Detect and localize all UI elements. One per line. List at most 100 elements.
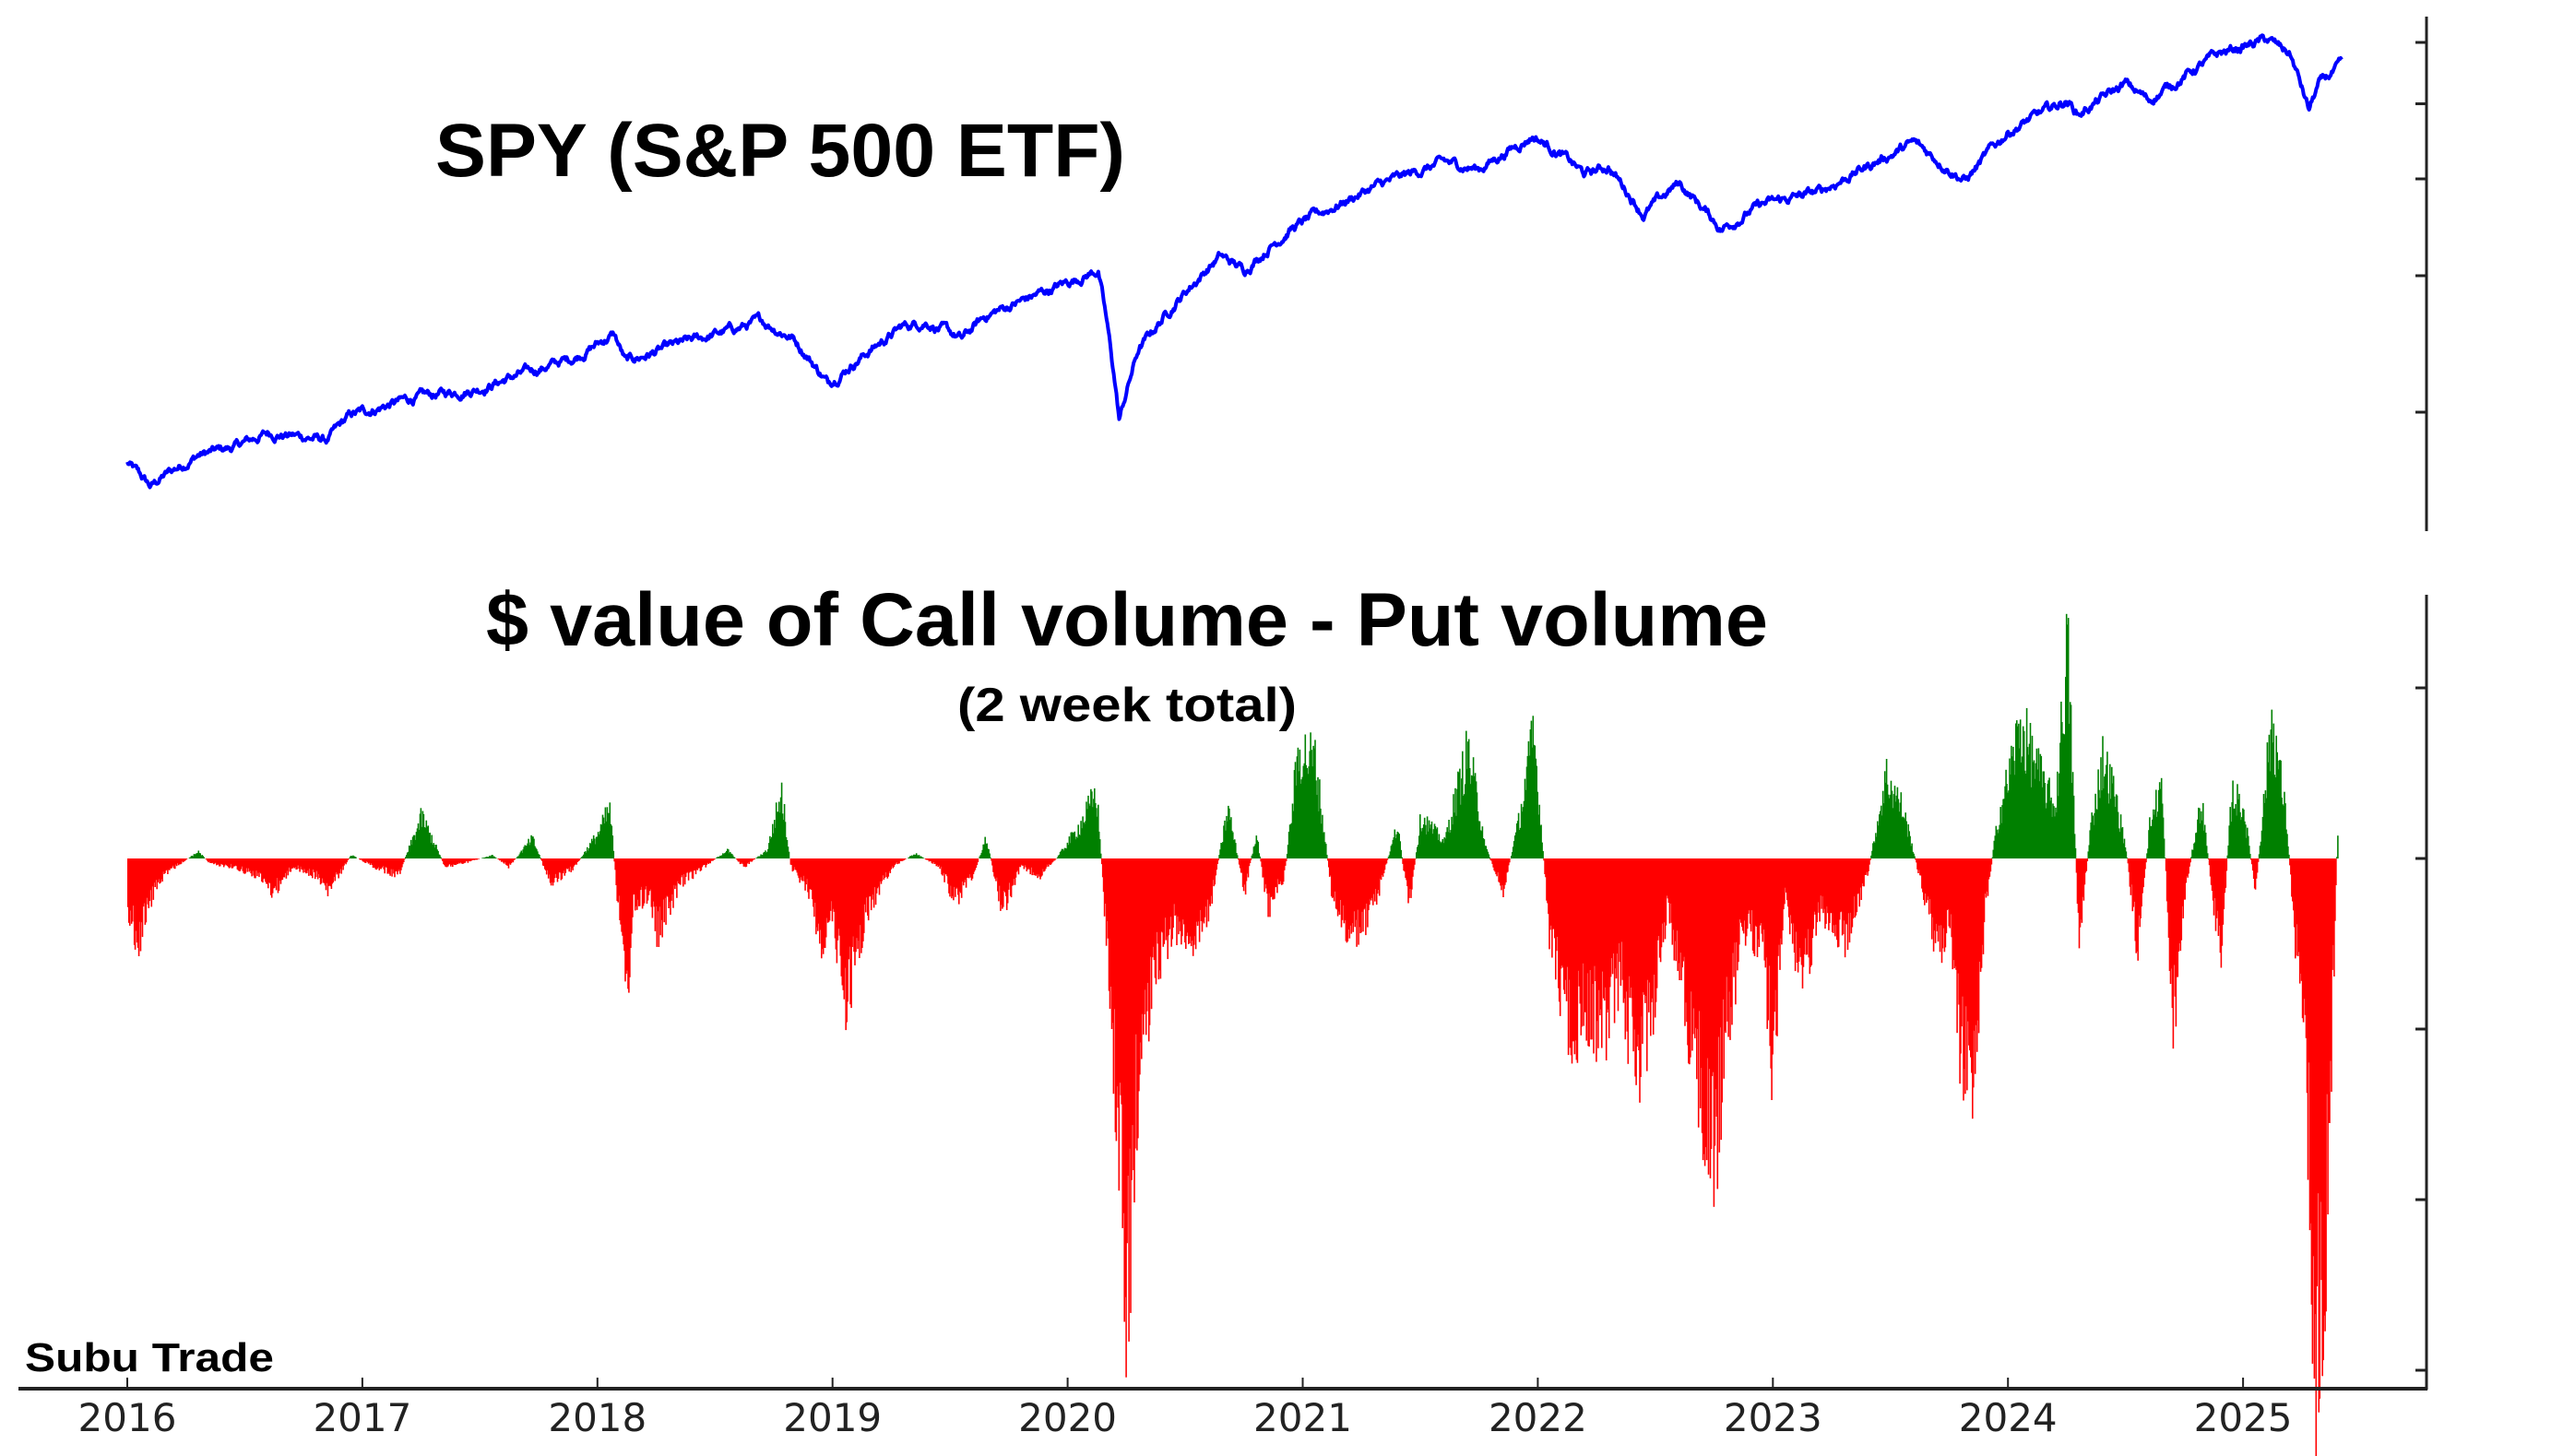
call-put-bar <box>516 856 519 858</box>
x-tick-label: 2016 <box>78 1395 177 1440</box>
call-put-bar <box>773 833 775 858</box>
call-put-bar <box>1703 858 1705 1154</box>
call-put-bar <box>581 857 583 858</box>
call-put-bar <box>981 849 984 858</box>
call-put-bar <box>1532 716 1535 858</box>
call-put-bar <box>2267 762 2270 858</box>
call-put-bar <box>1922 858 1924 893</box>
call-put-bar <box>789 858 792 865</box>
call-put-bar <box>1716 858 1719 1190</box>
call-put-bar <box>1538 804 1540 858</box>
call-put-bar <box>960 858 963 898</box>
call-put-bar <box>252 858 254 871</box>
call-put-bar <box>215 858 217 863</box>
call-put-bar <box>236 858 239 870</box>
call-put-bar <box>998 858 1000 902</box>
call-put-bar <box>944 858 946 874</box>
call-put-bar <box>2013 761 2015 858</box>
call-put-bar <box>1486 849 1489 858</box>
call-put-bar <box>1578 858 1581 987</box>
call-put-bar <box>1981 858 1984 945</box>
call-put-bar <box>1019 858 1022 868</box>
call-put-bar <box>1284 858 1287 866</box>
call-put-bar <box>1914 856 1916 858</box>
call-put-bar <box>1777 858 1779 956</box>
call-put-bar <box>196 853 199 858</box>
call-put-bar <box>1594 858 1596 966</box>
call-put-bar <box>529 842 531 858</box>
call-put-bar <box>1533 744 1536 858</box>
call-put-bar <box>610 823 612 858</box>
call-put-bar <box>2177 858 2180 952</box>
call-put-bar <box>526 846 528 858</box>
call-put-bar <box>208 858 209 863</box>
call-put-bar <box>874 858 877 906</box>
call-put-bar <box>777 811 779 858</box>
call-put-bar <box>818 858 820 924</box>
call-put-bar <box>1241 858 1244 887</box>
call-put-bar <box>1320 808 1322 858</box>
call-put-bar <box>442 858 444 861</box>
call-put-bar <box>1565 858 1568 1001</box>
call-put-bar <box>1157 858 1160 980</box>
call-put-bar <box>370 858 373 864</box>
call-put-bar <box>514 858 516 859</box>
call-put-bar <box>1202 858 1204 922</box>
call-put-bar <box>817 858 819 931</box>
call-put-bar <box>866 858 868 898</box>
call-put-bar <box>1811 858 1814 939</box>
x-tick-label: 2019 <box>783 1395 882 1440</box>
call-put-bar <box>565 858 568 869</box>
call-put-bar <box>329 858 332 887</box>
call-put-bar <box>2302 858 2305 1023</box>
call-put-bar <box>1075 836 1077 858</box>
call-put-bar <box>2157 789 2160 858</box>
call-put-bar <box>1806 858 1809 955</box>
call-put-bar <box>1531 747 1534 858</box>
call-put-bar <box>2287 846 2289 858</box>
call-put-bar <box>135 858 137 931</box>
call-put-bar <box>322 858 325 883</box>
call-put-bar <box>203 857 205 858</box>
call-put-bar <box>638 858 641 906</box>
call-put-bar <box>1298 771 1300 858</box>
call-put-bar <box>2131 858 2134 912</box>
call-put-bar <box>1437 840 1440 858</box>
call-put-bar <box>392 858 394 870</box>
call-put-bar <box>1680 858 1682 981</box>
call-put-bar <box>1117 858 1120 1108</box>
call-put-bar <box>2330 858 2332 1061</box>
call-put-bar <box>1001 858 1003 906</box>
call-put-bar <box>2252 858 2255 879</box>
call-put-bar <box>2297 858 2300 953</box>
call-put-bar <box>1277 858 1279 880</box>
call-put-bar <box>1446 827 1448 858</box>
call-put-bar <box>1141 858 1143 1059</box>
call-put-bar <box>1006 858 1009 904</box>
call-put-bar <box>1470 775 1473 858</box>
call-put-bar <box>2035 763 2037 858</box>
call-put-bar <box>1025 858 1027 868</box>
call-put-bar <box>1964 858 1965 1070</box>
call-put-bar <box>1231 830 1233 858</box>
call-put-bar <box>2116 795 2118 858</box>
call-put-bar <box>1237 858 1240 860</box>
call-put-bar <box>428 833 431 858</box>
call-put-bar <box>1417 846 1418 858</box>
call-put-bar <box>2333 858 2335 977</box>
call-put-bar <box>1079 835 1081 858</box>
call-put-bar <box>887 858 890 877</box>
call-put-bar <box>1225 830 1227 858</box>
call-put-bar <box>1696 858 1699 1029</box>
call-put-bar <box>1860 858 1862 900</box>
subu-trade-watermark: Subu Trade <box>25 1335 274 1380</box>
call-put-bar <box>2035 748 2038 858</box>
call-put-bar <box>2146 853 2148 858</box>
call-put-bar <box>485 857 487 858</box>
call-put-bar <box>1516 821 1519 858</box>
call-put-bar <box>2043 771 2045 858</box>
call-put-bar <box>2124 847 2127 858</box>
call-put-bar <box>635 858 636 911</box>
call-put-bar <box>231 858 234 869</box>
call-put-bar <box>1769 858 1771 1047</box>
